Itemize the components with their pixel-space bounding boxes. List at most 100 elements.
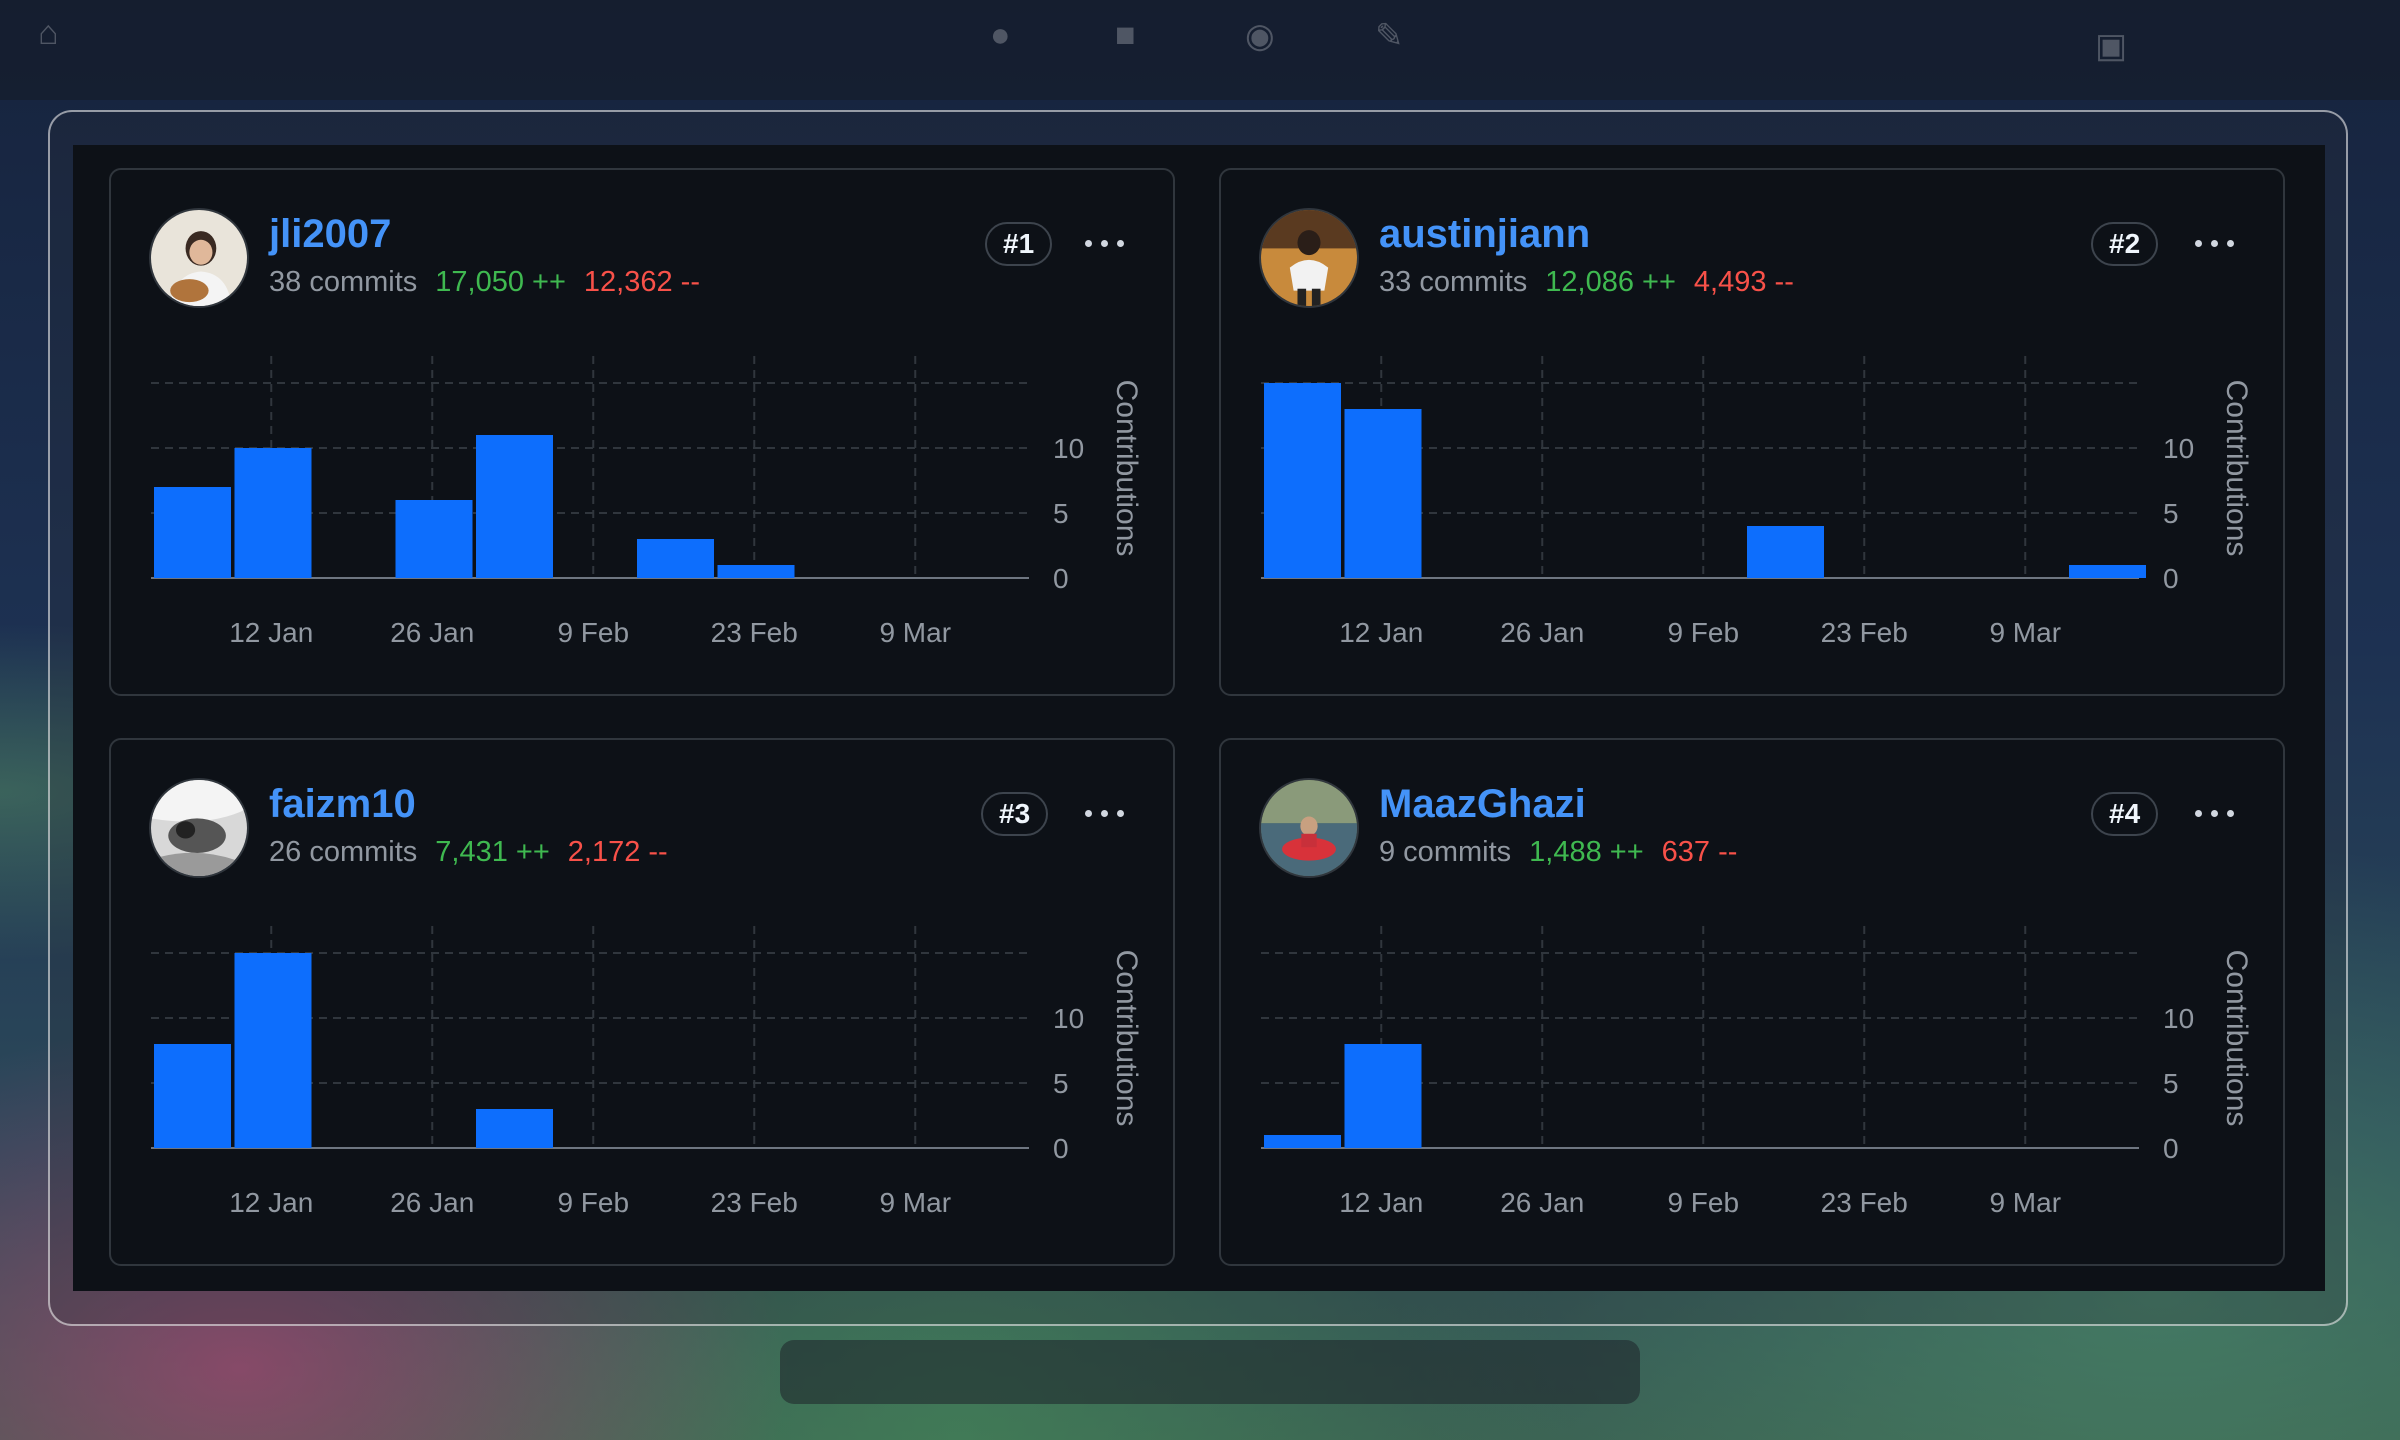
contribution-bar[interactable] [234,448,312,578]
contribution-bar[interactable] [637,539,714,578]
dot-icon [2227,240,2234,247]
y-tick-label: 5 [1053,498,1069,529]
contribution-bar[interactable] [1264,1135,1341,1148]
y-tick-label: 5 [2163,498,2179,529]
contribution-stats: 26 commits 7,431 ++ 2,172 -- [269,836,668,869]
y-tick-label: 0 [1053,1133,1069,1164]
contribution-bar[interactable] [476,435,553,578]
contributions-chart: 12 Jan 26 Jan 9 Feb 23 Feb 9 Mar 0 5 10 Contribu… [151,356,1143,648]
username-link[interactable]: MaazGhazi [1379,782,1586,826]
username-link[interactable]: jli2007 [269,212,392,256]
y-tick-label: 0 [2163,563,2179,594]
x-tick-label: 9 Mar [1989,1187,2061,1218]
x-tick-label: 12 Jan [229,1187,313,1218]
blurred-avatar-icon: ▣ [2095,27,2128,65]
y-tick-label: 5 [2163,1068,2179,1099]
y-tick-label: 10 [2163,433,2194,464]
additions-count: 12,086 ++ [1545,266,1676,298]
commit-count[interactable]: 26 commits [269,836,418,868]
contribution-bar[interactable] [476,1109,553,1148]
dot-icon [2195,240,2202,247]
contributor-card: jli2007 38 commits 17,050 ++ 12,362 -- #1 … [109,168,1175,696]
blurred-tab-icon: ◉ [1245,17,1275,55]
x-tick-label: 23 Feb [711,1187,798,1218]
contributor-card: austinjiann 33 commits 12,086 ++ 4,493 -- … [1219,168,2285,696]
more-options-button[interactable] [1081,792,1127,832]
x-tick-label: 26 Jan [390,1187,474,1218]
dot-icon [1117,810,1124,817]
dot-icon [1101,240,1108,247]
additions-count: 7,431 ++ [435,836,550,868]
contribution-stats: 33 commits 12,086 ++ 4,493 -- [1379,266,1794,299]
contribution-bar[interactable] [395,500,473,578]
dot-icon [2227,810,2234,817]
y-tick-label: 10 [1053,1003,1084,1034]
dot-icon [2211,240,2218,247]
contributor-card: faizm10 26 commits 7,431 ++ 2,172 -- #3 12… [109,738,1175,1266]
avatar[interactable] [149,208,249,308]
user-avatar-icon [151,210,247,306]
contribution-bar[interactable] [154,1044,231,1148]
contribution-bar[interactable] [1344,409,1422,578]
rank-badge: #4 [2091,792,2159,836]
more-options-button[interactable] [2191,222,2237,262]
deletions-count: 12,362 -- [583,266,700,298]
x-tick-label: 26 Jan [1500,617,1584,648]
contribution-bar[interactable] [2069,565,2146,578]
username-link[interactable]: faizm10 [269,782,416,826]
x-tick-label: 23 Feb [1821,617,1908,648]
x-tick-label: 23 Feb [1821,1187,1908,1218]
more-options-button[interactable] [2191,792,2237,832]
x-tick-label: 12 Jan [1339,617,1423,648]
x-tick-label: 9 Mar [879,1187,951,1218]
contribution-bar[interactable] [234,953,312,1148]
y-axis-label: Contributions [1110,380,1143,557]
additions-count: 1,488 ++ [1529,836,1644,868]
dot-icon [1085,240,1092,247]
avatar[interactable] [149,778,249,878]
contribution-bar[interactable] [154,487,231,578]
blurred-top-bar: ⌂ ● ■ ◉ ✎ ▣ [0,0,2400,100]
x-tick-label: 9 Feb [1667,617,1739,648]
x-tick-label: 12 Jan [1339,1187,1423,1218]
contribution-bar[interactable] [1264,383,1341,578]
x-tick-label: 26 Jan [390,617,474,648]
rank-badge: #2 [2091,222,2159,266]
more-options-button[interactable] [1081,222,1127,262]
contribution-stats: 38 commits 17,050 ++ 12,362 -- [269,266,700,299]
x-tick-label: 23 Feb [711,617,798,648]
dot-icon [1117,240,1124,247]
contributions-chart: 12 Jan 26 Jan 9 Feb 23 Feb 9 Mar 0 5 10 Contribu… [1261,356,2253,648]
username-link[interactable]: austinjiann [1379,212,1591,256]
additions-count: 17,050 ++ [435,266,566,298]
contribution-bar[interactable] [1747,526,1824,578]
commit-count[interactable]: 9 commits [1379,836,1512,868]
contribution-stats: 9 commits 1,488 ++ 637 -- [1379,836,1737,869]
dot-icon [2195,810,2202,817]
deletions-count: 637 -- [1661,836,1738,868]
y-tick-label: 0 [1053,563,1069,594]
x-tick-label: 26 Jan [1500,1187,1584,1218]
x-tick-label: 9 Mar [879,617,951,648]
y-axis-label: Contributions [1110,950,1143,1127]
deletions-count: 4,493 -- [1693,266,1794,298]
dot-icon [1101,810,1108,817]
commit-count[interactable]: 33 commits [1379,266,1528,298]
y-axis-label: Contributions [2220,380,2253,557]
dot-icon [1085,810,1092,817]
contribution-bar[interactable] [717,565,795,578]
avatar[interactable] [1259,208,1359,308]
rank-badge: #1 [985,222,1053,266]
y-tick-label: 0 [2163,1133,2179,1164]
blurred-tab-icon: ✎ [1375,17,1404,55]
x-tick-label: 9 Feb [557,1187,629,1218]
contribution-bar[interactable] [1344,1044,1422,1148]
y-tick-label: 10 [2163,1003,2194,1034]
x-tick-label: 9 Feb [557,617,629,648]
commit-count[interactable]: 38 commits [269,266,418,298]
contributions-chart: 12 Jan 26 Jan 9 Feb 23 Feb 9 Mar 0 5 10 Contribu… [1261,926,2253,1218]
x-tick-label: 9 Feb [1667,1187,1739,1218]
y-tick-label: 10 [1053,433,1084,464]
dot-icon [2211,810,2218,817]
blurred-tab-icon: ● [990,16,1011,54]
